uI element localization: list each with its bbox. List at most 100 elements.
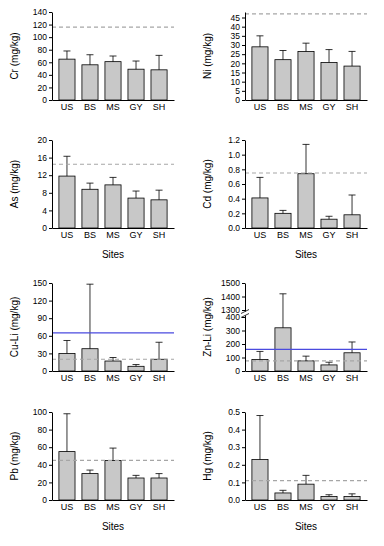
error-cap xyxy=(133,364,140,365)
tick: BS xyxy=(84,228,96,240)
tick: 0 xyxy=(42,223,52,233)
tick: 4 xyxy=(42,206,52,216)
tick: 35 xyxy=(231,31,245,41)
bar xyxy=(252,460,268,500)
tick: 40 xyxy=(231,22,245,32)
error-bar xyxy=(326,216,333,219)
tick: GY xyxy=(323,500,336,512)
y-axis: 0.00.20.40.60.81.01.2 xyxy=(228,135,245,233)
error-stem xyxy=(66,156,67,176)
x-axis-title: Sites xyxy=(295,521,317,532)
error-bar xyxy=(156,55,163,69)
tick: GY xyxy=(323,228,336,240)
x-axis: USBSMSGYSH xyxy=(246,500,368,512)
error-stem xyxy=(113,358,114,362)
error-stem xyxy=(259,351,260,359)
tick: 0.8 xyxy=(228,165,245,175)
plot-area xyxy=(245,416,367,500)
tick-mark xyxy=(49,336,52,337)
bar xyxy=(128,366,144,371)
axis-line xyxy=(52,141,53,229)
error-bar xyxy=(303,356,310,361)
tick-mark xyxy=(49,62,52,63)
error-bar xyxy=(63,51,70,59)
tick-mark xyxy=(242,155,245,156)
y-axis: 051015202530354045 xyxy=(231,13,246,106)
tick: 40 xyxy=(38,70,52,80)
tick-label: 0.0 xyxy=(228,223,240,233)
tick: 80 xyxy=(38,425,52,435)
error-cap xyxy=(156,473,163,474)
bar xyxy=(298,174,314,228)
error-stem xyxy=(66,340,67,353)
tick-label: SH xyxy=(346,373,359,383)
y-axis: 048121620 xyxy=(38,135,53,233)
error-cap xyxy=(110,448,117,449)
tick: 1500 xyxy=(221,278,245,288)
error-cap xyxy=(86,470,93,471)
bar xyxy=(128,198,144,228)
tick-label: 1.2 xyxy=(228,135,240,145)
tick-mark xyxy=(49,210,52,211)
tick: US xyxy=(61,100,74,112)
error-stem xyxy=(136,61,137,69)
tick: 0 xyxy=(235,366,245,376)
tick-mark xyxy=(49,175,52,176)
tick-label: SH xyxy=(153,230,166,240)
tick-label: 0.8 xyxy=(228,165,240,175)
bar xyxy=(344,215,360,228)
tick: 1400 xyxy=(221,292,245,302)
tick-mark xyxy=(49,50,52,51)
tick-label: 1.0 xyxy=(228,150,240,160)
panel: 020406080100120140USBSMSGYSHCr (mg/kg) xyxy=(9,7,175,112)
plot-area xyxy=(245,144,367,228)
tick: 20 xyxy=(38,478,52,488)
tick-label: 15 xyxy=(231,68,241,78)
error-stem xyxy=(329,216,330,219)
error-bar xyxy=(133,61,140,69)
tick: SH xyxy=(346,371,359,383)
tick-label: MS xyxy=(299,230,313,240)
tick-label: US xyxy=(254,373,267,383)
tick-label: BS xyxy=(277,230,289,240)
error-cap xyxy=(279,490,286,491)
error-cap xyxy=(63,413,70,414)
tick-mark xyxy=(49,25,52,26)
axis-break-mark xyxy=(241,314,249,318)
error-stem xyxy=(306,43,307,51)
error-stem xyxy=(329,50,330,63)
error-stem xyxy=(282,51,283,60)
tick: 100 xyxy=(226,353,245,363)
bar xyxy=(344,66,360,100)
error-stem xyxy=(89,183,90,189)
tick-mark xyxy=(242,169,245,170)
error-bar xyxy=(279,490,286,493)
axis-line xyxy=(52,284,53,372)
tick: 200 xyxy=(226,339,245,349)
tick: 0.4 xyxy=(228,194,245,204)
tick-mark xyxy=(49,37,52,38)
x-axis-title: Sites xyxy=(295,249,317,260)
tick-label: 90 xyxy=(38,313,48,323)
tick-label: 0.0 xyxy=(228,495,240,505)
error-bar xyxy=(86,284,93,349)
error-bar xyxy=(133,475,140,478)
tick: 30 xyxy=(38,349,52,359)
tick-label: 20 xyxy=(38,135,48,145)
tick-label: 0.4 xyxy=(228,425,240,435)
tick: SH xyxy=(153,100,166,112)
tick-label: GY xyxy=(323,373,336,383)
tick-label: GY xyxy=(323,502,336,512)
tick: BS xyxy=(277,371,289,383)
tick: 40 xyxy=(38,460,52,470)
y-axis-title: Cr (mg/kg) xyxy=(9,32,20,79)
tick-label: 0.5 xyxy=(228,407,240,417)
tick-label: MS xyxy=(299,373,313,383)
tick-label: US xyxy=(254,230,267,240)
tick: 0.3 xyxy=(228,442,245,452)
tick-label: MS xyxy=(299,102,313,112)
reference-line xyxy=(245,349,367,350)
tick-label: 120 xyxy=(33,20,47,30)
error-bar xyxy=(86,55,93,65)
tick-label: 200 xyxy=(226,339,240,349)
